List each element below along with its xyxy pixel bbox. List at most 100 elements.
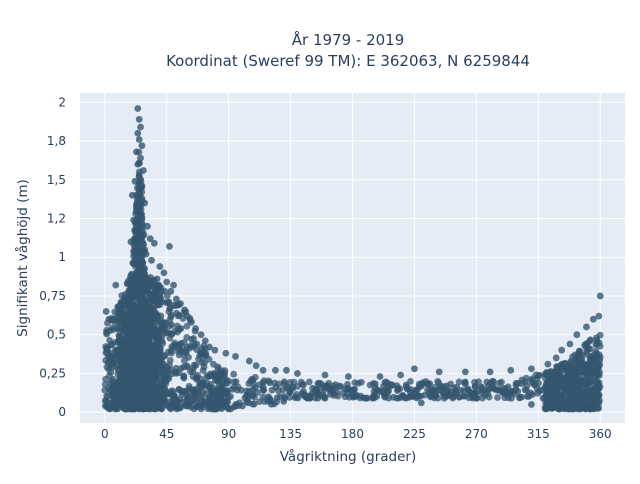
scatter-point	[230, 378, 238, 386]
scatter-point	[259, 366, 267, 374]
x-axis-title: Vågriktning (grader)	[280, 448, 417, 465]
scatter-point	[596, 361, 604, 369]
scatter-point	[351, 379, 359, 387]
scatter-point	[567, 358, 574, 365]
scatter-point	[238, 402, 246, 410]
scatter-point	[170, 390, 177, 398]
scatter-point	[376, 373, 384, 380]
x-tick-label: 90	[221, 427, 236, 441]
scatter-point	[218, 404, 225, 411]
scatter-point	[594, 404, 601, 411]
scatter-point	[103, 397, 110, 405]
scatter-point	[122, 338, 130, 346]
scatter-point	[137, 343, 144, 351]
scatter-point	[166, 322, 174, 330]
scatter-point	[184, 396, 191, 404]
scatter-point	[321, 394, 329, 402]
y-tick-label: 1	[58, 250, 66, 264]
scatter-point	[321, 386, 329, 393]
scatter-point	[441, 392, 448, 400]
scatter-point	[180, 373, 187, 381]
scatter-point	[138, 182, 146, 190]
scatter-point	[163, 328, 171, 336]
scatter-point	[126, 351, 134, 359]
scatter-point	[134, 160, 142, 168]
scatter-point	[555, 398, 563, 406]
scatter-point	[243, 398, 250, 406]
scatter-point	[121, 316, 129, 324]
scatter-point	[146, 278, 154, 286]
scatter-point	[227, 393, 234, 400]
scatter-point	[394, 387, 401, 395]
scatter-point	[581, 377, 589, 385]
scatter-point	[108, 377, 116, 385]
scatter-point	[575, 373, 583, 381]
scatter-point	[294, 383, 302, 390]
scatter-point	[486, 368, 494, 376]
scatter-point	[249, 400, 257, 408]
scatter-point	[528, 401, 535, 408]
scatter-point	[544, 360, 552, 368]
scatter-point	[589, 315, 597, 323]
x-tick-label: 180	[341, 427, 364, 441]
scatter-point	[223, 387, 231, 394]
scatter-point	[408, 392, 416, 399]
scatter-point	[139, 369, 146, 377]
scatter-point	[107, 368, 115, 376]
scatter-point	[111, 402, 119, 410]
scatter-point	[131, 245, 139, 253]
scatter-point	[134, 129, 142, 137]
scatter-point	[149, 314, 157, 322]
scatter-point	[259, 393, 267, 401]
scatter-point	[569, 405, 577, 413]
scatter-point	[142, 250, 150, 258]
scatter-point	[204, 405, 212, 413]
scatter-point	[139, 404, 147, 412]
y-tick-label: 1,2	[47, 211, 66, 225]
scatter-point	[230, 370, 238, 378]
scatter-point	[447, 380, 455, 388]
scatter-point	[183, 312, 191, 320]
scatter-point	[139, 240, 146, 248]
scatter-point	[566, 372, 574, 380]
scatter-point	[126, 312, 134, 319]
scatter-point	[259, 383, 267, 391]
scatter-point	[122, 405, 129, 413]
scatter-point	[183, 322, 191, 330]
scatter-point	[567, 363, 574, 371]
scatter-point	[198, 393, 206, 401]
scatter-point	[385, 387, 392, 395]
scatter-point	[370, 380, 377, 387]
scatter-point	[148, 340, 156, 348]
scatter-point	[117, 300, 125, 308]
scatter-point	[132, 343, 139, 351]
scatter-point	[294, 370, 301, 377]
scatter-point	[593, 336, 601, 344]
scatter-point	[135, 115, 143, 123]
scatter-point	[256, 398, 263, 406]
scatter-point	[562, 388, 570, 395]
scatter-point	[210, 391, 218, 399]
scatter-point	[461, 368, 469, 376]
scatter-point	[222, 349, 230, 357]
scatter-point	[107, 363, 115, 371]
scatter-point	[573, 358, 581, 366]
scatter-point	[135, 173, 143, 181]
scatter-point	[154, 335, 162, 342]
scatter-point	[348, 386, 356, 394]
x-tick-label: 360	[589, 427, 612, 441]
scatter-point	[417, 392, 425, 400]
scatter-point	[275, 380, 283, 388]
scatter-point	[137, 304, 145, 312]
scatter-point	[154, 281, 162, 289]
scatter-point	[344, 380, 351, 388]
scatter-point	[224, 377, 232, 385]
y-axis-title: Signifikant våghöjd (m)	[14, 179, 31, 337]
scatter-point	[344, 373, 352, 380]
scatter-point	[592, 392, 600, 400]
scatter-point	[362, 394, 370, 402]
scatter-point	[116, 319, 124, 327]
scatter-point	[116, 385, 123, 393]
